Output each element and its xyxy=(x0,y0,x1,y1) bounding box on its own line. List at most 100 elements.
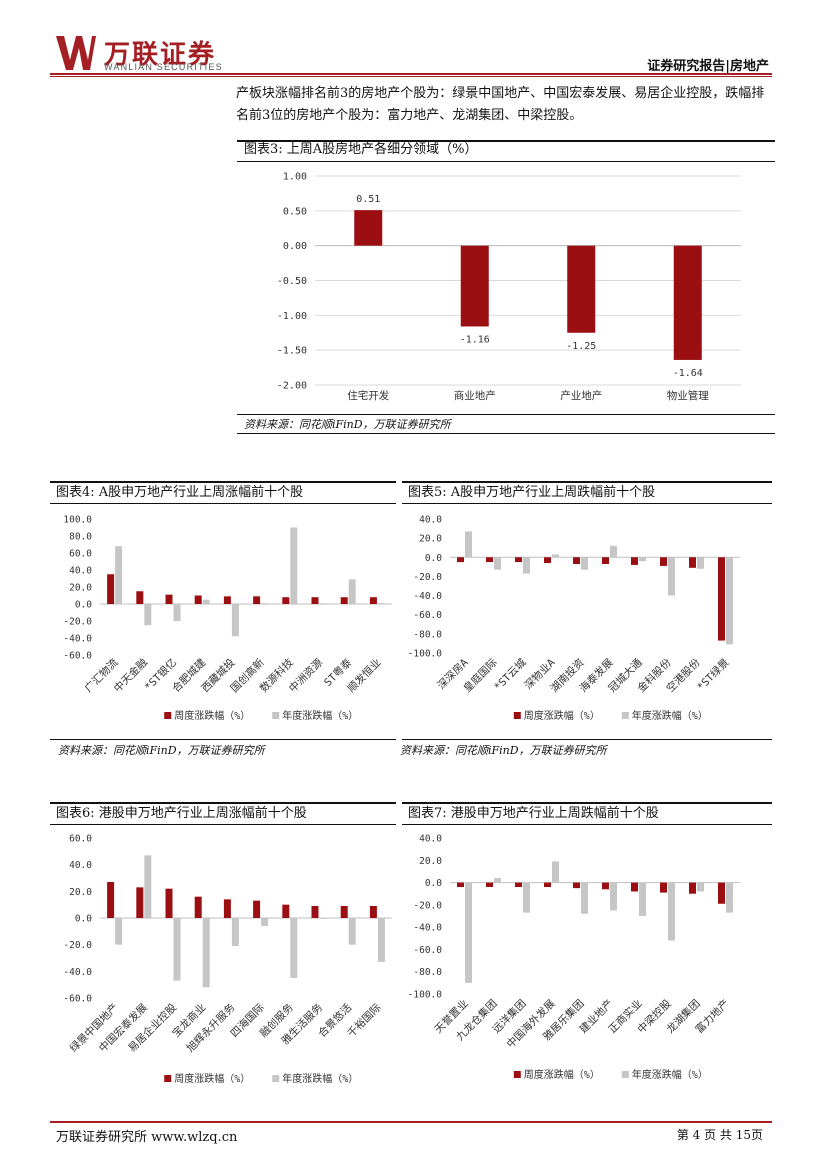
fig6-title: 图表6: 港股申万地产行业上周涨幅前十个股 xyxy=(56,806,307,821)
bar-weekly xyxy=(631,882,638,892)
bar-yearly xyxy=(465,882,472,983)
y-tick-label: -60.0 xyxy=(413,945,442,956)
bar-yearly xyxy=(639,557,646,562)
bar-yearly xyxy=(173,604,181,621)
bar-yearly xyxy=(348,918,356,945)
y-tick-label: 0.0 xyxy=(425,878,442,889)
bar-weekly xyxy=(573,557,580,564)
y-tick-label: 20.0 xyxy=(419,856,442,867)
category-label: 商业地产 xyxy=(454,389,496,402)
y-tick-label: -60.0 xyxy=(413,610,442,621)
y-tick-label: -40.0 xyxy=(63,634,92,645)
data-label: -1.16 xyxy=(460,334,490,345)
fig3-bottom-rule xyxy=(237,433,775,434)
bar-yearly xyxy=(552,861,559,883)
legend-label: 周度涨跌幅（%） xyxy=(174,1072,250,1085)
bar-weekly xyxy=(689,557,696,568)
bar-yearly xyxy=(639,882,646,916)
bar-weekly xyxy=(253,900,261,918)
bar-yearly xyxy=(261,603,269,604)
legend-swatch-weekly xyxy=(164,1075,172,1082)
y-tick-label: -80.0 xyxy=(413,967,442,978)
legend-label: 年度涨跌幅（%） xyxy=(632,1068,708,1081)
bar-weekly xyxy=(457,557,464,563)
data-label: 0.51 xyxy=(356,194,380,205)
y-tick-label: -0.50 xyxy=(277,276,307,287)
bar-yearly xyxy=(348,579,356,604)
legend-swatch-yearly xyxy=(272,712,280,719)
bar-weekly xyxy=(660,557,667,566)
bar-yearly xyxy=(523,882,530,913)
fig4-title: 图表4: A股申万地产行业上周涨幅前十个股 xyxy=(56,485,304,500)
fig4-source-rule xyxy=(50,739,396,740)
legend-swatch-weekly xyxy=(513,712,521,719)
bar-yearly xyxy=(697,557,704,569)
bar xyxy=(567,245,596,333)
y-tick-label: -60.0 xyxy=(63,651,92,662)
bar-weekly xyxy=(457,882,464,888)
legend-label: 年度涨跌幅（%） xyxy=(632,709,708,722)
bar-yearly xyxy=(319,604,327,605)
bar-yearly xyxy=(610,545,617,558)
legend-swatch-yearly xyxy=(621,712,629,719)
legend-label: 年度涨跌幅（%） xyxy=(282,709,358,722)
intro-paragraph: 产板块涨幅排名前3的房地产个股为：绿景中国地产、中国宏泰发展、易居企业控股，跌幅… xyxy=(236,86,765,123)
bar-yearly xyxy=(173,918,181,981)
page-number: 第 4 页 共 15页 xyxy=(676,1128,763,1142)
bar-weekly xyxy=(136,591,144,604)
fig3-source: 资料来源：同花顺iFinD，万联证券研究所 xyxy=(244,418,451,431)
bar-yearly xyxy=(261,918,269,926)
bar-yearly xyxy=(465,531,472,558)
bar-weekly xyxy=(369,597,377,604)
fig4-source: 资料来源：同花顺iFinD，万联证券研究所 xyxy=(58,744,265,757)
fig5-source-rule xyxy=(402,739,772,740)
fig3-source-rule xyxy=(237,414,775,415)
bar-weekly xyxy=(165,888,173,918)
bar-weekly xyxy=(253,596,261,604)
bar-yearly xyxy=(290,918,298,978)
fig5-source: 资料来源：同花顺iFinD，万联证券研究所 xyxy=(400,744,607,757)
fig6-title-top-rule xyxy=(50,802,396,804)
y-tick-label: -100.0 xyxy=(408,649,443,660)
bar-weekly xyxy=(544,557,551,564)
category-label: *ST绿景 xyxy=(694,656,731,693)
y-tick-label: -20.0 xyxy=(413,900,442,911)
fig3-title-bottom-rule xyxy=(237,161,775,162)
bar-yearly xyxy=(231,604,239,637)
bar-yearly xyxy=(668,557,675,596)
bar-weekly xyxy=(660,882,667,893)
bar-yearly xyxy=(231,918,239,946)
bar-weekly xyxy=(369,906,377,918)
y-tick-label: 0.0 xyxy=(75,600,92,611)
bar-weekly xyxy=(515,882,522,888)
bar-yearly xyxy=(115,918,123,945)
fig7-title-top-rule xyxy=(402,802,772,804)
bar-weekly xyxy=(689,882,696,894)
y-tick-label: -40.0 xyxy=(63,967,92,978)
fig7-chart: 40.020.00.0-20.0-40.0-60.0-80.0-100.0天誉置… xyxy=(408,834,740,1081)
bar-yearly xyxy=(552,554,559,558)
category-label: *ST云城 xyxy=(492,656,529,693)
fig7-title-bottom-rule xyxy=(402,824,772,825)
fig3-chart: 1.00 0.50 0.00 -0.50 -1.00 -1.50 -2.00 0.51 住宅开发… xyxy=(277,172,741,402)
bar-weekly xyxy=(107,882,115,918)
fig3-title-top-rule xyxy=(237,140,775,142)
category-label: 产业地产 xyxy=(560,389,602,402)
y-tick-label: 100.0 xyxy=(63,515,92,526)
y-tick-label: -1.00 xyxy=(277,311,307,322)
bar-weekly xyxy=(282,597,290,604)
y-tick-label: -100.0 xyxy=(408,990,443,1001)
bar-weekly xyxy=(602,882,609,890)
y-tick-label: 40.0 xyxy=(419,515,442,526)
bar-yearly xyxy=(581,557,588,570)
bar-yearly xyxy=(202,599,210,604)
bar-weekly xyxy=(515,557,522,563)
bar-weekly xyxy=(602,557,609,564)
legend-label: 周度涨跌幅（%） xyxy=(174,709,250,722)
header-rule-thin xyxy=(50,76,772,77)
bar-weekly xyxy=(311,906,319,918)
bar-weekly xyxy=(340,906,348,918)
bar-yearly xyxy=(494,878,501,883)
bar-weekly xyxy=(486,557,493,563)
bar-yearly xyxy=(144,855,152,918)
